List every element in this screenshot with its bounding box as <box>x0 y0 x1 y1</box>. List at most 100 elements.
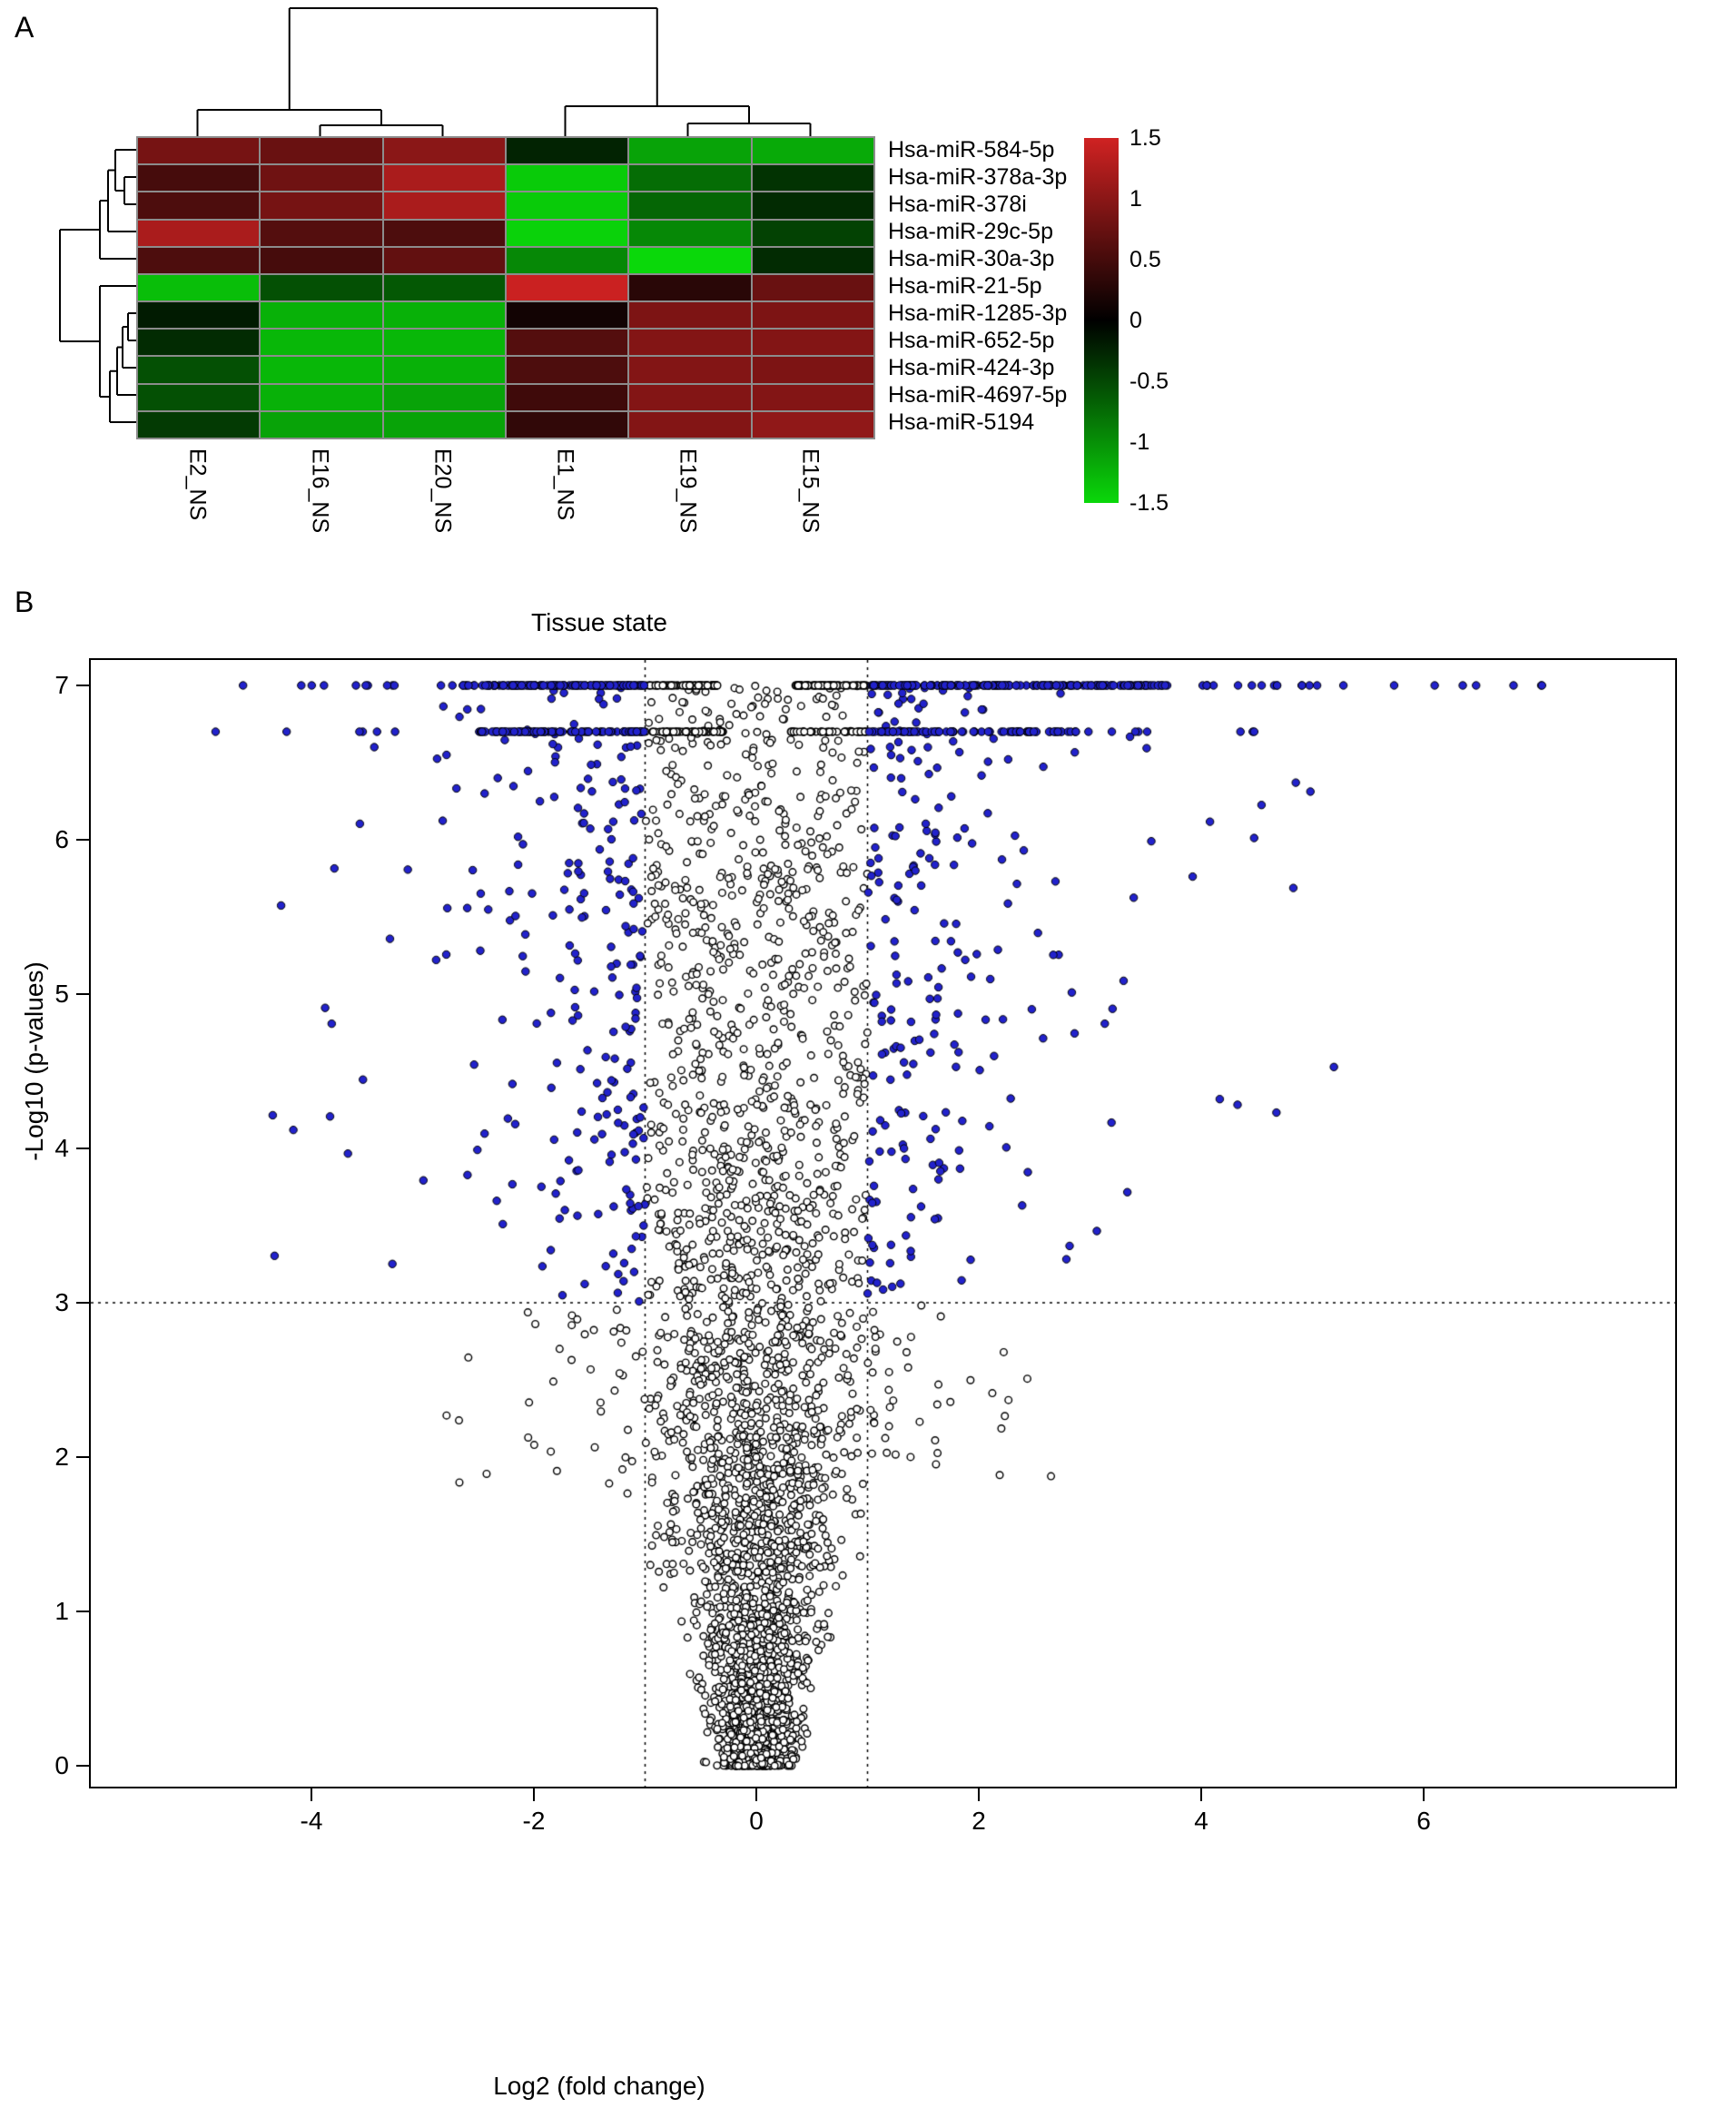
x-tick-label: -2 <box>522 1807 546 1835</box>
x-tick-mark <box>533 1788 535 1801</box>
y-tick-label: 1 <box>54 1597 69 1625</box>
panel-a-label: A <box>15 11 35 44</box>
heatmap-row-label: Hsa-miR-30a-3p <box>888 246 1055 271</box>
heatmap-row-label: Hsa-miR-4697-5p <box>888 382 1068 408</box>
heatmap-column-label: E19_NS <box>675 448 701 534</box>
x-axis-label: Log2 (fold change) <box>493 2072 705 2100</box>
legend-tick-label: 0.5 <box>1129 247 1161 272</box>
heatmap-cell <box>752 138 873 164</box>
y-axis-label: -Log10 (p-values) <box>20 961 48 1161</box>
heatmap-cell <box>138 384 260 410</box>
heatmap-cell <box>506 384 628 410</box>
heatmap-cell <box>383 165 505 192</box>
heatmap-column-label: E1_NS <box>552 448 578 521</box>
heatmap-row-label: Hsa-miR-584-5p <box>888 137 1055 163</box>
heatmap-cell <box>629 302 751 329</box>
legend-tick-label: 1 <box>1129 186 1142 212</box>
x-tick-mark <box>1423 1788 1425 1801</box>
heatmap-cell <box>383 220 505 246</box>
heatmap-cell <box>629 138 751 164</box>
heatmap-cell <box>752 411 873 438</box>
heatmap-cell <box>506 302 628 329</box>
y-tick-mark <box>76 1148 89 1149</box>
heatmap-cell <box>138 274 260 301</box>
heatmap-cell <box>138 302 260 329</box>
legend-tick-label: 1.5 <box>1129 125 1161 151</box>
heatmap-cell <box>138 165 260 192</box>
heatmap-cell <box>261 357 382 383</box>
heatmap-row-label: Hsa-miR-29c-5p <box>888 219 1053 244</box>
heatmap-cell <box>629 274 751 301</box>
plot-title: Tissue state <box>531 608 667 636</box>
y-tick-label: 7 <box>54 671 69 699</box>
y-tick-mark <box>76 1456 89 1458</box>
heatmap-cell <box>261 165 382 192</box>
heatmap-cell <box>629 192 751 219</box>
heatmap-cell <box>506 220 628 246</box>
heatmap-color-legend <box>1084 138 1119 503</box>
heatmap-cell <box>752 384 873 410</box>
panel-b-label: B <box>15 586 35 618</box>
heatmap-cell <box>138 411 260 438</box>
heatmap-cell <box>752 302 873 329</box>
legend-tick-label: -1.5 <box>1129 490 1169 516</box>
heatmap-cell <box>261 220 382 246</box>
heatmap-cell <box>629 357 751 383</box>
heatmap-cell <box>261 274 382 301</box>
heatmap-cell <box>383 411 505 438</box>
y-tick-label: 0 <box>54 1751 69 1779</box>
heatmap-cell <box>506 411 628 438</box>
heatmap-cell <box>383 138 505 164</box>
heatmap-cell <box>752 274 873 301</box>
heatmap-cell <box>752 220 873 246</box>
heatmap-cell <box>383 330 505 356</box>
heatmap-cell <box>752 330 873 356</box>
heatmap <box>136 136 875 439</box>
heatmap-cell <box>138 192 260 219</box>
heatmap-cell <box>261 330 382 356</box>
heatmap-column-label: E2_NS <box>184 448 211 521</box>
y-tick-mark <box>76 1765 89 1767</box>
x-tick-mark <box>1200 1788 1202 1801</box>
heatmap-cell <box>629 384 751 410</box>
heatmap-cell <box>138 247 260 273</box>
heatmap-cell <box>506 357 628 383</box>
heatmap-cell <box>261 302 382 329</box>
legend-tick-label: 0 <box>1129 308 1142 333</box>
heatmap-row-labels: Hsa-miR-584-5p Hsa-miR-378a-3p Hsa-miR-378… <box>888 136 1067 436</box>
heatmap-column-label: E16_NS <box>307 448 333 534</box>
heatmap-row-label: Hsa-miR-21-5p <box>888 273 1042 299</box>
dendrogram-graphic <box>59 7 812 423</box>
heatmap-row-label: Hsa-miR-424-3p <box>888 355 1055 380</box>
heatmap-cell <box>629 247 751 273</box>
heatmap-cell <box>506 192 628 219</box>
y-tick-label: 5 <box>54 980 69 1008</box>
heatmap-cell <box>383 247 505 273</box>
heatmap-cell <box>261 247 382 273</box>
y-tick-mark <box>76 1611 89 1612</box>
y-tick-label: 4 <box>54 1134 69 1162</box>
y-tick-label: 2 <box>54 1443 69 1471</box>
heatmap-cell <box>506 247 628 273</box>
y-tick-mark <box>76 685 89 686</box>
heatmap-cell <box>138 357 260 383</box>
x-tick-label: 6 <box>1416 1807 1431 1835</box>
heatmap-row-label: Hsa-miR-5194 <box>888 409 1035 435</box>
heatmap-row-label: Hsa-miR-378i <box>888 192 1027 217</box>
heatmap-cell <box>383 192 505 219</box>
heatmap-column-label: E15_NS <box>797 448 824 534</box>
heatmap-cell <box>506 274 628 301</box>
heatmap-cell <box>629 165 751 192</box>
y-tick-label: 6 <box>54 825 69 853</box>
heatmap-row-label: Hsa-miR-378a-3p <box>888 164 1068 190</box>
heatmap-cell <box>261 138 382 164</box>
volcano-plot-canvas <box>91 660 1675 1787</box>
heatmap-cell <box>383 384 505 410</box>
heatmap-cell <box>138 330 260 356</box>
x-tick-label: 0 <box>749 1807 764 1835</box>
heatmap-cell <box>629 330 751 356</box>
heatmap-row-label: Hsa-miR-652-5p <box>888 328 1055 353</box>
heatmap-row-label: Hsa-miR-1285-3p <box>888 300 1068 326</box>
y-tick-label: 3 <box>54 1288 69 1316</box>
heatmap-cell <box>261 384 382 410</box>
